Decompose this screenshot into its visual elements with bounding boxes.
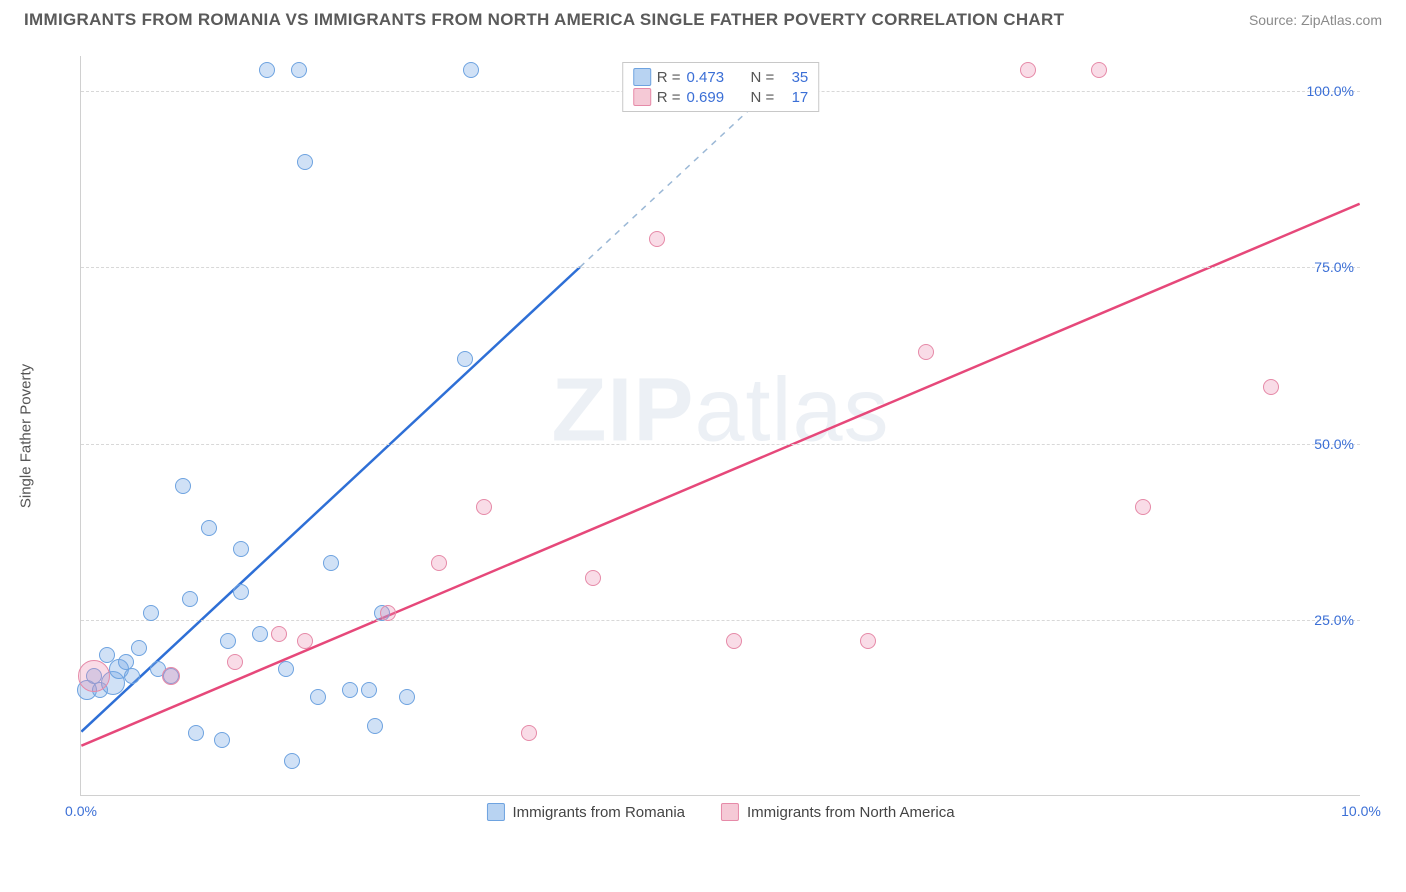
legend-swatch (633, 88, 651, 106)
data-point (1135, 499, 1151, 515)
data-point (521, 725, 537, 741)
data-point (214, 732, 230, 748)
data-point (918, 344, 934, 360)
data-point (297, 633, 313, 649)
data-point (284, 753, 300, 769)
plot-area: ZIPatlas R =0.473N =35R =0.699N =17 Immi… (80, 56, 1360, 796)
gridline (81, 444, 1360, 445)
data-point (361, 682, 377, 698)
data-point (182, 591, 198, 607)
data-point (1091, 62, 1107, 78)
legend-r-label: R = (657, 69, 681, 86)
gridline (81, 620, 1360, 621)
data-point (323, 555, 339, 571)
data-point (367, 718, 383, 734)
data-point (476, 499, 492, 515)
data-point (1263, 379, 1279, 395)
data-point (726, 633, 742, 649)
legend-n-label: N = (751, 89, 775, 106)
data-point (585, 570, 601, 586)
data-point (162, 667, 180, 685)
data-point (227, 654, 243, 670)
legend-n-value: 35 (780, 69, 808, 86)
data-point (291, 62, 307, 78)
data-point (233, 584, 249, 600)
legend-r-value: 0.699 (687, 89, 737, 106)
data-point (342, 682, 358, 698)
data-point (233, 541, 249, 557)
data-point (259, 62, 275, 78)
data-point (431, 555, 447, 571)
legend-series-label: Immigrants from Romania (512, 804, 685, 821)
data-point (297, 154, 313, 170)
legend-swatch (486, 803, 504, 821)
data-point (131, 640, 147, 656)
data-point (124, 668, 140, 684)
y-tick-label: 25.0% (1314, 612, 1354, 628)
data-point (380, 605, 396, 621)
legend-n-label: N = (751, 69, 775, 86)
data-point (310, 689, 326, 705)
x-tick-label: 10.0% (1341, 803, 1381, 819)
data-point (457, 351, 473, 367)
data-point (143, 605, 159, 621)
data-point (649, 231, 665, 247)
data-point (271, 626, 287, 642)
data-point (78, 660, 110, 692)
gridline (81, 267, 1360, 268)
watermark-bold: ZIP (551, 360, 694, 460)
data-point (399, 689, 415, 705)
chart-title: IMMIGRANTS FROM ROMANIA VS IMMIGRANTS FR… (24, 10, 1064, 30)
data-point (252, 626, 268, 642)
legend-series: Immigrants from Romania Immigrants from N… (486, 803, 954, 821)
legend-series-item: Immigrants from Romania (486, 803, 685, 821)
data-point (1020, 62, 1036, 78)
regression-lines (81, 56, 1360, 795)
legend-swatch (633, 68, 651, 86)
data-point (188, 725, 204, 741)
legend-correlation-row: R = 0.473 N = 35 (633, 67, 809, 87)
data-point (201, 520, 217, 536)
data-point (278, 661, 294, 677)
legend-r-value: 0.473 (687, 69, 737, 86)
legend-n-value: 17 (780, 89, 808, 106)
legend-series-item: Immigrants from North America (721, 803, 955, 821)
watermark-light: atlas (694, 360, 889, 460)
legend-correlation: R = 0.473 N = 35 R = 0.699 N = 17 (622, 62, 820, 112)
legend-r-label: R = (657, 89, 681, 106)
legend-series-label: Immigrants from North America (747, 804, 955, 821)
legend-swatch (721, 803, 739, 821)
legend-correlation-row: R = 0.699 N = 17 (633, 87, 809, 107)
y-tick-label: 50.0% (1314, 436, 1354, 452)
y-tick-label: 75.0% (1314, 259, 1354, 275)
data-point (860, 633, 876, 649)
plot-wrap: Single Father Poverty ZIPatlas R =0.473N… (40, 46, 1380, 826)
data-point (220, 633, 236, 649)
x-tick-label: 0.0% (65, 803, 97, 819)
watermark: ZIPatlas (551, 359, 889, 462)
data-point (463, 62, 479, 78)
source-label: Source: ZipAtlas.com (1249, 12, 1382, 28)
y-axis-label: Single Father Poverty (18, 364, 35, 508)
data-point (175, 478, 191, 494)
y-tick-label: 100.0% (1307, 83, 1354, 99)
